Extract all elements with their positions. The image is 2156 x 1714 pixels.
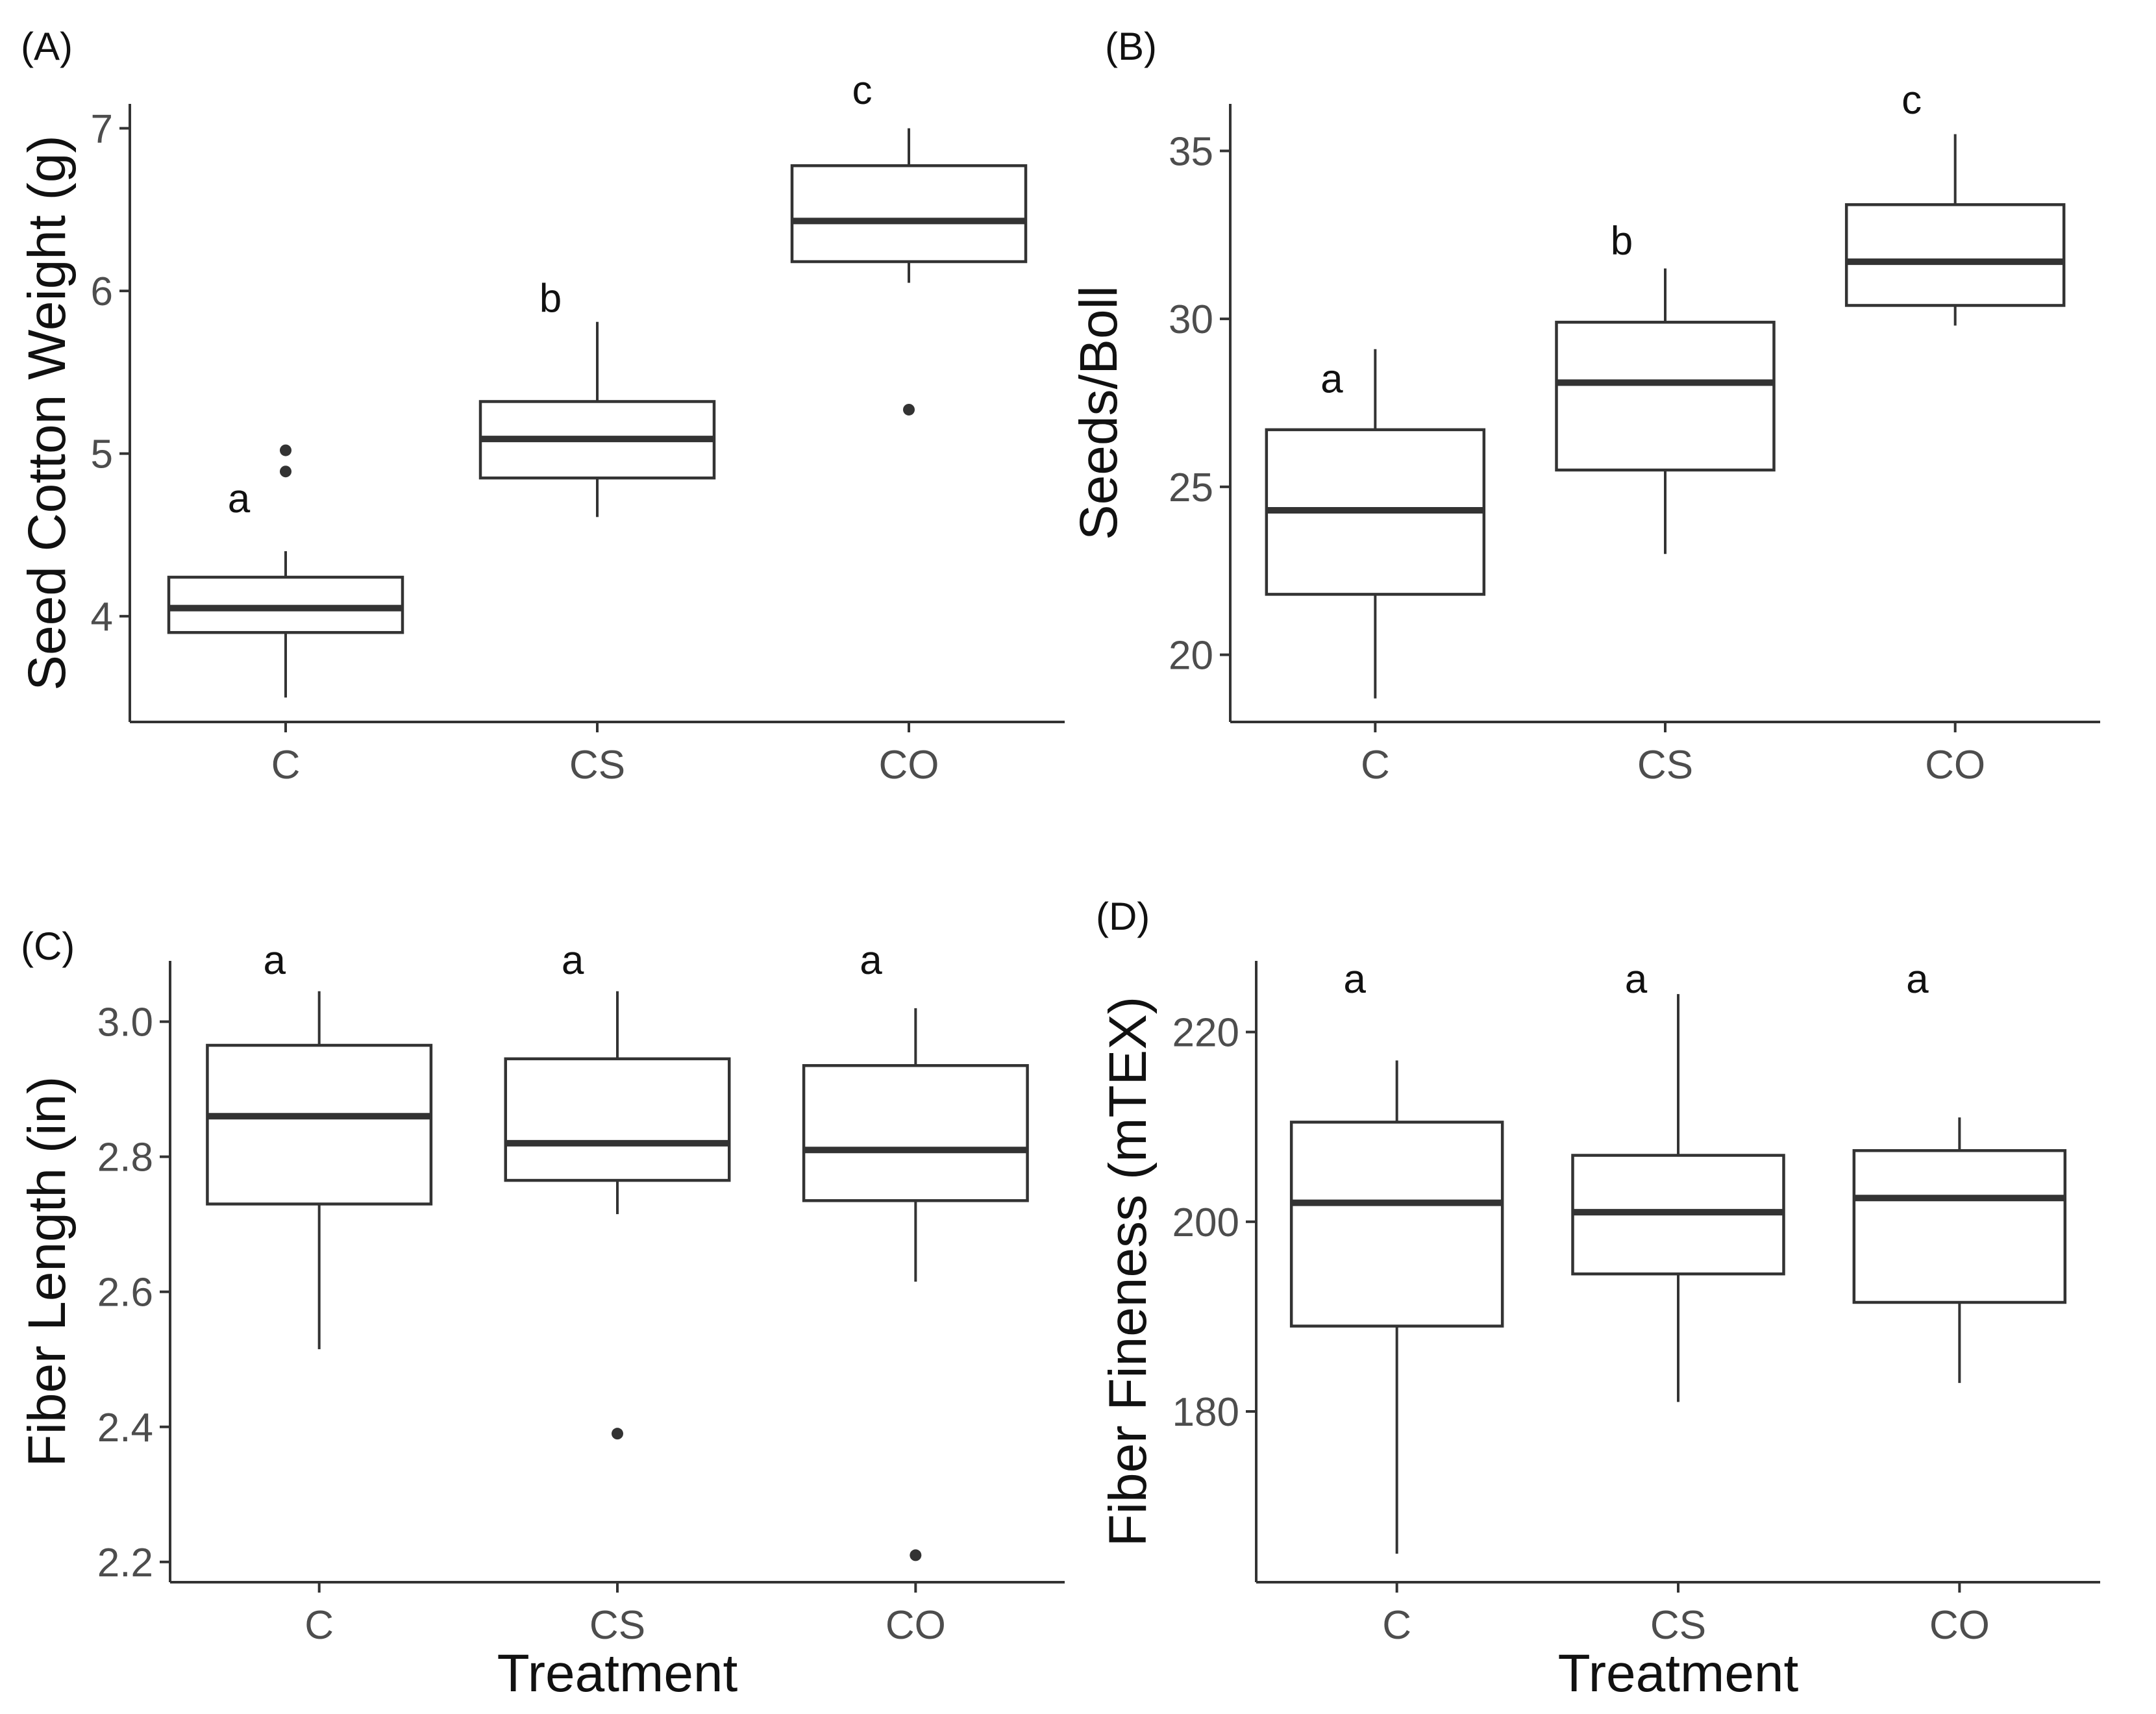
y-tick-label: 4 bbox=[91, 595, 113, 640]
panel-label: (B) bbox=[1105, 25, 1157, 68]
y-axis-title: Seed Cotton Weight (g) bbox=[18, 135, 77, 690]
y-tick-label: 2.6 bbox=[97, 1271, 153, 1315]
iqr-box bbox=[1852, 1149, 2067, 1304]
y-axis-title: Seeds/Boll bbox=[1069, 286, 1128, 540]
box-co: a bbox=[802, 938, 1029, 1561]
y-tick-label: 2.8 bbox=[97, 1136, 153, 1180]
panel-label: (C) bbox=[21, 925, 75, 968]
y-tick-label: 7 bbox=[91, 107, 113, 152]
significance-letter: b bbox=[539, 277, 562, 321]
significance-letter: c bbox=[852, 68, 873, 113]
panel-label: (A) bbox=[21, 25, 73, 68]
x-tick-label: C bbox=[271, 743, 301, 788]
outlier-point bbox=[280, 466, 291, 478]
significance-letter: a bbox=[1625, 957, 1648, 1002]
significance-letter: a bbox=[1320, 356, 1343, 401]
box-cs: a bbox=[504, 938, 731, 1440]
significance-letter: a bbox=[860, 938, 882, 983]
iqr-box bbox=[206, 1043, 433, 1206]
y-tick-label: 3.0 bbox=[97, 1000, 153, 1045]
panel-d: (D) 180 200 220 C CS CO Fiber Fineness (mTEX) Tr… bbox=[1096, 895, 2100, 1703]
x-tick-label: CS bbox=[589, 1603, 645, 1648]
iqr-box bbox=[790, 164, 1028, 264]
box-cs: a bbox=[1571, 957, 1785, 1402]
box-c: a bbox=[1289, 957, 1504, 1554]
significance-letter: a bbox=[1906, 957, 1929, 1002]
box-co: a bbox=[1852, 957, 2067, 1384]
y-tick-label: 2.4 bbox=[97, 1406, 153, 1450]
x-tick-label: CO bbox=[879, 743, 939, 788]
y-tick-label: 5 bbox=[91, 432, 113, 477]
box-c: a bbox=[167, 444, 404, 698]
y-tick-label: 25 bbox=[1169, 466, 1213, 510]
x-axis-title: Treatment bbox=[497, 1644, 738, 1703]
y-tick-label: 35 bbox=[1169, 129, 1213, 174]
significance-letter: a bbox=[562, 938, 584, 983]
y-tick-label: 2.2 bbox=[97, 1541, 153, 1585]
iqr-box bbox=[1844, 203, 2066, 307]
y-tick-label: 20 bbox=[1169, 634, 1213, 678]
y-tick-label: 180 bbox=[1172, 1390, 1239, 1435]
box-c: a bbox=[1265, 349, 1486, 699]
y-tick-label: 220 bbox=[1172, 1011, 1239, 1056]
significance-letter: b bbox=[1611, 219, 1633, 264]
box-cs: b bbox=[1555, 219, 1776, 554]
x-tick-label: CS bbox=[1637, 743, 1693, 788]
x-tick-label: CO bbox=[1925, 743, 1985, 788]
iqr-box bbox=[802, 1063, 1029, 1202]
box-co: c bbox=[1844, 78, 2066, 326]
significance-letter: c bbox=[1902, 78, 1922, 123]
significance-letter: a bbox=[228, 477, 251, 521]
box-co: c bbox=[790, 68, 1028, 416]
x-tick-label: CS bbox=[1650, 1603, 1706, 1648]
x-tick-label: C bbox=[1382, 1603, 1411, 1648]
box-cs: b bbox=[478, 277, 716, 517]
panel-c: (C) 2.2 2.4 2.6 2.8 3.0 C CS CO Fiber Length (in)… bbox=[18, 925, 1065, 1703]
panel-label: (D) bbox=[1096, 895, 1150, 938]
y-axis-title: Fiber Length (in) bbox=[18, 1076, 77, 1467]
x-tick-label: CO bbox=[1929, 1603, 1990, 1648]
box-c: a bbox=[206, 938, 433, 1350]
y-tick-label: 6 bbox=[91, 269, 113, 314]
y-axis-title: Fiber Fineness (mTEX) bbox=[1098, 997, 1158, 1547]
iqr-box bbox=[1555, 321, 1776, 472]
outlier-point bbox=[280, 444, 291, 456]
iqr-box bbox=[1289, 1121, 1504, 1328]
y-tick-label: 200 bbox=[1172, 1200, 1239, 1245]
y-tick-label: 30 bbox=[1169, 297, 1213, 342]
panel-b: (B) 20 25 30 35 C CS CO Seeds/Boll a b c bbox=[1069, 25, 2100, 788]
x-tick-label: CS bbox=[569, 743, 625, 788]
outlier-point bbox=[903, 403, 915, 416]
iqr-box bbox=[167, 575, 404, 634]
iqr-box bbox=[504, 1057, 731, 1182]
panel-a: (A) 4 5 6 7 C CS CO Seed Cotton Weight (g) a b c bbox=[18, 25, 1065, 788]
x-tick-label: C bbox=[1361, 743, 1390, 788]
outlier-point bbox=[910, 1549, 922, 1561]
x-tick-label: C bbox=[304, 1603, 334, 1648]
significance-letter: a bbox=[1343, 957, 1366, 1002]
outlier-point bbox=[612, 1428, 623, 1440]
significance-letter: a bbox=[264, 938, 286, 983]
x-axis-title: Treatment bbox=[1558, 1644, 1799, 1703]
x-tick-label: CO bbox=[886, 1603, 946, 1648]
